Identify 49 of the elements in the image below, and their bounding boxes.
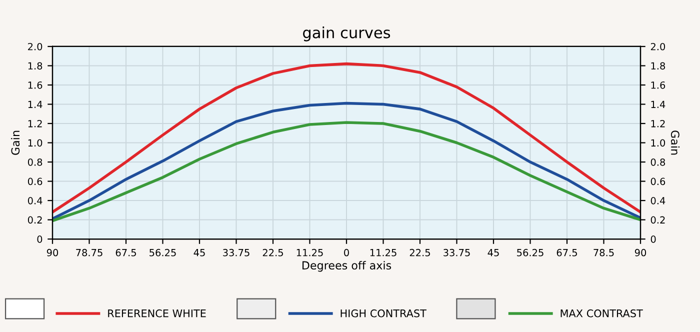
legend-label: HIGH CONTRAST xyxy=(340,309,426,318)
x-tick-label: 33.75 xyxy=(444,248,470,256)
y2-tick-label: 1.2 xyxy=(651,120,665,128)
x-tick-label: 78.5 xyxy=(594,248,614,256)
x-tick-label: 22.5 xyxy=(262,248,283,256)
x-tick-label: 45 xyxy=(194,249,205,256)
x-tick-label: 56.25 xyxy=(517,248,544,256)
x-tick-label: 90 xyxy=(46,248,58,256)
y-tick-label: 1.6 xyxy=(28,81,42,89)
y2-tick-label: 2.0 xyxy=(650,42,666,50)
y2-tick-label: 0 xyxy=(650,236,656,243)
y-tick-label: 1.8 xyxy=(28,62,42,70)
x-tick-label: 11.25 xyxy=(296,248,323,256)
y2-tick-label: 1.6 xyxy=(651,81,666,89)
line-series xyxy=(52,121,640,222)
chart-title: gain curves xyxy=(303,26,390,42)
y-axis-title: Gain xyxy=(11,130,20,155)
y-tick-label: 0.2 xyxy=(28,216,42,224)
x-tick-label: 45 xyxy=(488,249,499,256)
legend-label: REFERENCE WHITE xyxy=(108,309,206,318)
y2-axis-title: Gain xyxy=(670,130,680,155)
y-tick-label: 1.4 xyxy=(28,100,42,108)
y2-tick-label: 0.6 xyxy=(650,178,666,186)
x-tick-label: 33.75 xyxy=(223,248,250,256)
y2-tick-label: 0.8 xyxy=(650,158,666,166)
legend-label: MAX CONTRAST xyxy=(560,309,643,318)
x-axis-title: Degrees off axis xyxy=(302,260,392,272)
y2-tick-label: 0.4 xyxy=(650,197,666,204)
x-tick-label: 78.75 xyxy=(76,248,102,256)
x-tick-label: 0 xyxy=(344,248,349,256)
x-tick-label: 67.5 xyxy=(116,248,136,256)
y-tick-label: 0.6 xyxy=(28,178,42,186)
x-tick-label: 56.25 xyxy=(150,248,176,256)
y-tick-label: 1.2 xyxy=(28,120,42,128)
line-series xyxy=(52,102,640,220)
y2-tick-label: 0.2 xyxy=(650,216,665,224)
y-tick-label: 0.8 xyxy=(28,158,42,166)
x-tick-label: 22.5 xyxy=(410,248,430,256)
x-tick-label: 90 xyxy=(634,248,646,256)
y-tick-label: 1.0 xyxy=(28,139,42,147)
y-tick-label: 0 xyxy=(37,236,42,243)
y-tick-label: 0.4 xyxy=(28,197,42,204)
y2-tick-label: 1.0 xyxy=(651,139,666,147)
y2-tick-label: 1.4 xyxy=(651,100,666,108)
x-tick-label: 11.25 xyxy=(370,248,396,256)
y2-tick-label: 1.8 xyxy=(651,62,666,70)
x-tick-label: 67.5 xyxy=(556,248,577,256)
line-series xyxy=(52,62,640,214)
y-tick-label: 2.0 xyxy=(28,42,42,50)
